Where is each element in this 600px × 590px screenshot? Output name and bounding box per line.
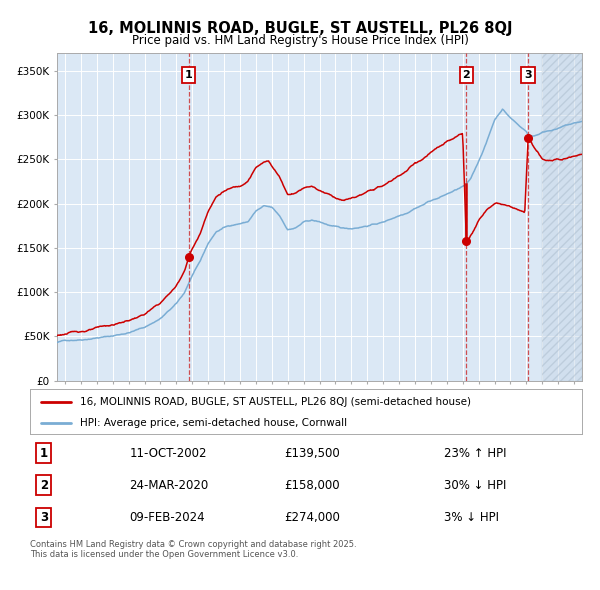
Text: 09-FEB-2024: 09-FEB-2024	[130, 511, 205, 524]
Text: 30% ↓ HPI: 30% ↓ HPI	[444, 478, 506, 492]
Text: 2: 2	[40, 478, 48, 492]
Text: 3: 3	[40, 511, 48, 524]
Text: HPI: Average price, semi-detached house, Cornwall: HPI: Average price, semi-detached house,…	[80, 418, 347, 428]
Text: £274,000: £274,000	[284, 511, 340, 524]
Text: 16, MOLINNIS ROAD, BUGLE, ST AUSTELL, PL26 8QJ: 16, MOLINNIS ROAD, BUGLE, ST AUSTELL, PL…	[88, 21, 512, 35]
Text: 3% ↓ HPI: 3% ↓ HPI	[444, 511, 499, 524]
Text: 23% ↑ HPI: 23% ↑ HPI	[444, 447, 506, 460]
Text: £139,500: £139,500	[284, 447, 340, 460]
Bar	[542, 53, 582, 381]
Text: £158,000: £158,000	[284, 478, 340, 492]
Text: 24-MAR-2020: 24-MAR-2020	[130, 478, 209, 492]
Text: 1: 1	[185, 70, 193, 80]
Text: 11-OCT-2002: 11-OCT-2002	[130, 447, 207, 460]
Text: 2: 2	[463, 70, 470, 80]
Text: Price paid vs. HM Land Registry's House Price Index (HPI): Price paid vs. HM Land Registry's House …	[131, 34, 469, 47]
Text: Contains HM Land Registry data © Crown copyright and database right 2025.
This d: Contains HM Land Registry data © Crown c…	[30, 540, 356, 559]
Text: 16, MOLINNIS ROAD, BUGLE, ST AUSTELL, PL26 8QJ (semi-detached house): 16, MOLINNIS ROAD, BUGLE, ST AUSTELL, PL…	[80, 397, 470, 407]
Text: 1: 1	[40, 447, 48, 460]
Text: 3: 3	[524, 70, 532, 80]
